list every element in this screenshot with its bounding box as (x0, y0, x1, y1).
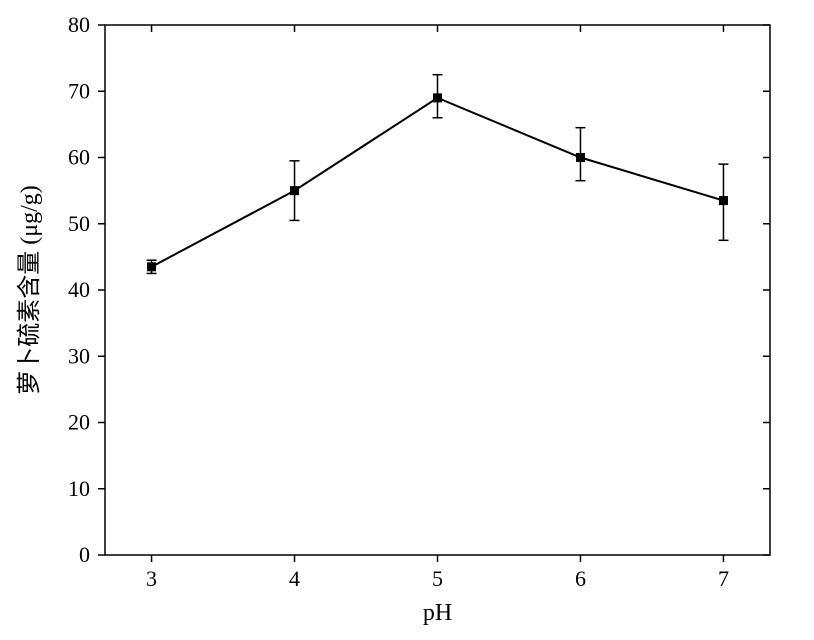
data-marker (433, 93, 442, 102)
x-tick-label: 3 (146, 566, 157, 591)
y-tick-label: 70 (68, 78, 90, 103)
y-tick-label: 40 (68, 277, 90, 302)
data-marker (719, 196, 728, 205)
y-tick-label: 0 (79, 542, 90, 567)
x-tick-label: 7 (718, 566, 729, 591)
x-axis-label: pH (423, 600, 452, 626)
data-marker (576, 153, 585, 162)
line-chart: 3456701020304050607080pH萝卜硫素含量 (μg/g) (0, 0, 814, 640)
y-tick-label: 20 (68, 410, 90, 435)
y-tick-label: 50 (68, 211, 90, 236)
chart-container: 3456701020304050607080pH萝卜硫素含量 (μg/g) (0, 0, 814, 640)
y-tick-label: 60 (68, 145, 90, 170)
y-axis-label: 萝卜硫素含量 (μg/g) (16, 185, 43, 395)
y-tick-label: 10 (68, 476, 90, 501)
x-tick-label: 6 (575, 566, 586, 591)
x-tick-label: 5 (432, 566, 443, 591)
y-tick-label: 80 (68, 12, 90, 37)
y-tick-label: 30 (68, 343, 90, 368)
x-tick-label: 4 (289, 566, 300, 591)
data-marker (290, 186, 299, 195)
data-marker (147, 262, 156, 271)
